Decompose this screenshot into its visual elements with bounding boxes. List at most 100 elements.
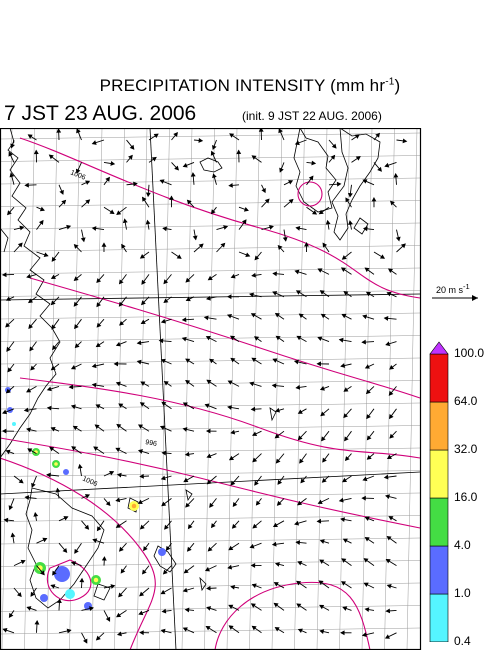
wind-vector [317, 497, 330, 505]
wind-vector [328, 181, 342, 187]
wind-vector [364, 537, 375, 544]
wind-vector [295, 540, 307, 545]
wind-vector [52, 565, 60, 576]
wind-vector [205, 336, 217, 343]
wind-vector [249, 292, 262, 298]
wind-vector [73, 296, 82, 307]
wind-vector [206, 606, 217, 611]
wind-vector [341, 251, 352, 260]
wind-vector [55, 487, 61, 499]
wind-vector [136, 340, 150, 346]
wind-vector [366, 453, 375, 460]
wind-vector [283, 198, 294, 208]
wind-vector [120, 565, 127, 574]
wind-vector [297, 498, 307, 506]
wind-vector [26, 386, 37, 393]
wind-vector [276, 498, 285, 506]
wind-vector [49, 446, 60, 454]
wind-vector [238, 251, 251, 258]
wind-vector [209, 498, 217, 508]
wind-vector [279, 162, 285, 173]
wind-vector [385, 559, 397, 566]
wind-vector [272, 291, 285, 298]
wind-vector [193, 243, 204, 253]
wind-vector [51, 318, 60, 330]
wind-vector [10, 532, 16, 544]
wind-vector [58, 516, 69, 522]
isobars [0, 137, 421, 650]
wind-vector [238, 206, 249, 212]
wind-vector [338, 497, 352, 503]
wind-vector [139, 520, 150, 530]
wind-vector [81, 199, 91, 208]
wind-vector [81, 632, 88, 644]
precip-core [54, 462, 58, 466]
precip-core [93, 577, 99, 583]
wind-vector [228, 604, 240, 611]
wind-vector [273, 602, 285, 611]
colorbar-tick-4.0: 4.0 [454, 538, 471, 552]
wind-vector [385, 494, 397, 500]
wind-vector [74, 318, 82, 330]
wind-vector [344, 453, 352, 462]
wind-vector [76, 128, 82, 141]
wind-vector [298, 313, 307, 320]
wind-vector [396, 243, 406, 253]
precip-cell [54, 566, 70, 582]
wind-vector [24, 182, 37, 188]
wind-vector [126, 154, 133, 163]
wind-vector [193, 138, 204, 143]
wind-vector [5, 449, 15, 455]
wind-vector [6, 341, 15, 352]
precip-cell [65, 589, 75, 599]
wind-vector [185, 274, 195, 283]
wind-vector [227, 564, 240, 570]
wind-vector [365, 386, 375, 395]
wind-vector [81, 180, 91, 186]
wind-vector [2, 428, 15, 434]
precip-cell [12, 422, 16, 426]
wind-vector [137, 497, 150, 505]
wind-vector [13, 225, 25, 231]
wind-vector [341, 475, 352, 483]
colorbar [429, 341, 449, 642]
wind-vector [252, 430, 262, 436]
wind-vector [297, 430, 307, 441]
wind-vector [33, 149, 39, 163]
wind-vector [340, 581, 352, 589]
wind-vector [361, 339, 375, 345]
wind-vector [206, 453, 217, 459]
wind-vector [207, 274, 217, 281]
wind-vector [9, 172, 15, 185]
wind-vector [386, 584, 397, 589]
wind-vector [204, 565, 217, 572]
wind-vector [282, 229, 288, 242]
wind-vector [91, 382, 105, 388]
wind-vector [319, 604, 330, 611]
wind-vector [373, 251, 386, 259]
wind-vector [328, 154, 336, 163]
wind-vector [81, 606, 94, 612]
wind-vector [56, 128, 62, 141]
wind-vector [139, 473, 150, 479]
wind-vector [183, 475, 195, 483]
wind-vector [319, 629, 330, 634]
wind-vector [230, 357, 240, 365]
wind-vector [103, 610, 111, 622]
wind-vector [28, 296, 37, 304]
wind-vector [230, 584, 240, 590]
wind-vector [1, 272, 15, 278]
wind-vector [206, 379, 217, 387]
wind-vector [118, 403, 127, 410]
wind-vector [115, 520, 127, 528]
wind-vector [126, 139, 135, 150]
wind-vector [115, 447, 127, 455]
wind-vector [278, 128, 285, 141]
wind-vector [165, 542, 172, 551]
wind-vector [341, 558, 352, 566]
wind-vector [5, 318, 15, 328]
wind-vector [210, 206, 217, 215]
wind-vector [145, 219, 151, 230]
wind-vector [160, 587, 172, 595]
wind-vector [95, 404, 105, 410]
